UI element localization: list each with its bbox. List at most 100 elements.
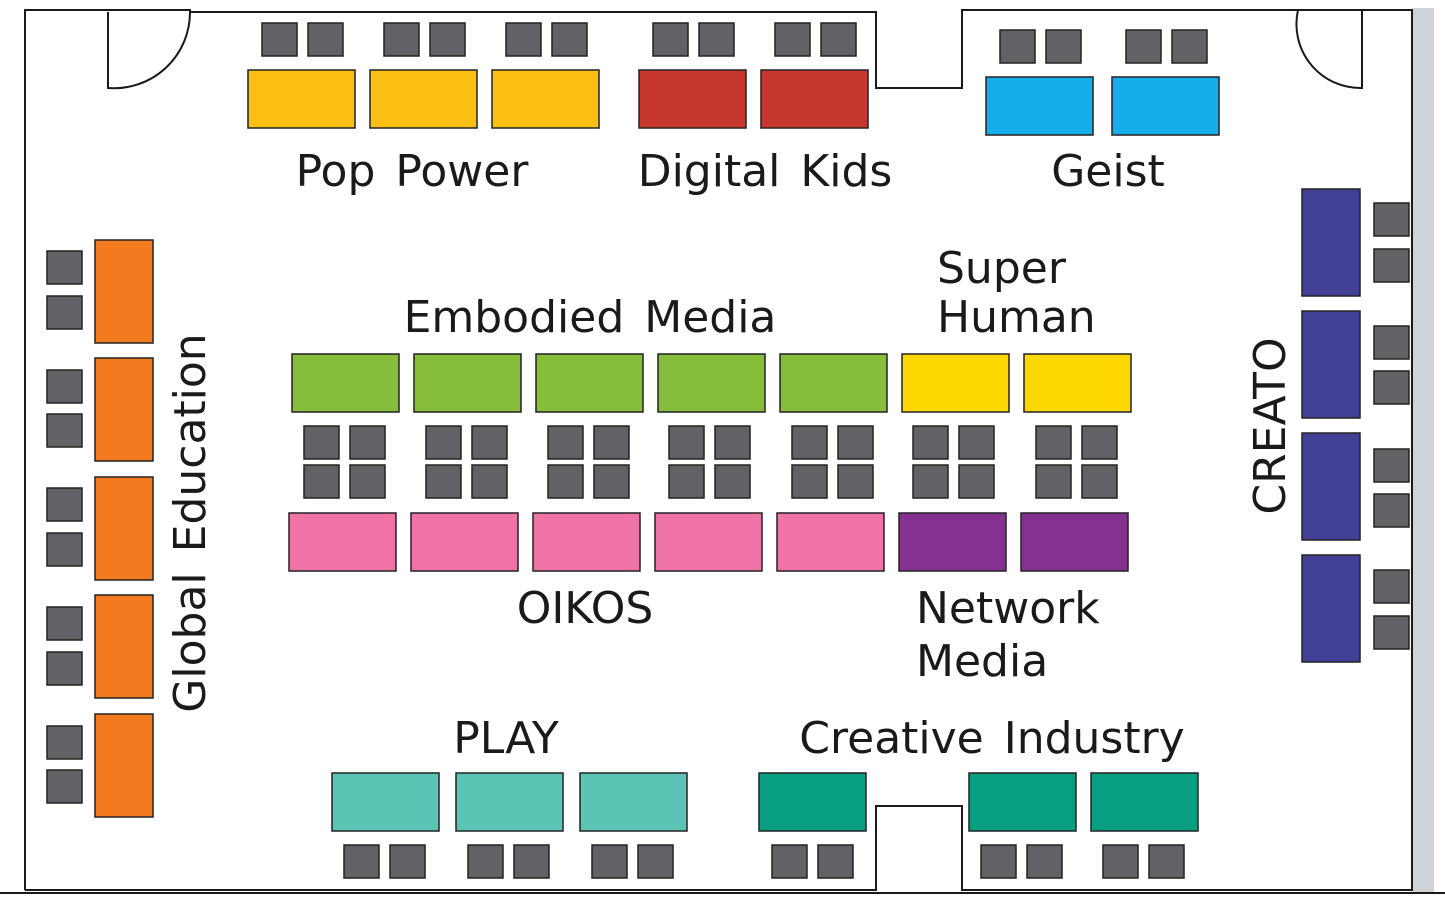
seat <box>547 464 584 499</box>
seat <box>1035 425 1072 460</box>
desk-oikos <box>410 512 519 572</box>
seat <box>714 425 751 460</box>
label-play: PLAY <box>453 713 559 764</box>
seat <box>980 844 1017 879</box>
desk-super-human <box>1023 353 1132 413</box>
label-network-media-1: Network <box>916 583 1100 634</box>
door-arc-right <box>1295 9 1363 90</box>
seat <box>46 606 83 641</box>
seat <box>714 464 751 499</box>
seat <box>1035 464 1072 499</box>
label-network-media-2: Media <box>916 636 1048 687</box>
seat <box>1373 202 1410 237</box>
seat <box>1373 569 1410 604</box>
seat <box>261 22 298 57</box>
seat <box>46 369 83 404</box>
seat <box>1373 370 1410 405</box>
seat <box>912 425 949 460</box>
seat <box>958 425 995 460</box>
seat <box>591 844 628 879</box>
desk-geist <box>1111 76 1220 136</box>
seat <box>46 295 83 330</box>
seat <box>505 22 542 57</box>
seat <box>349 425 386 460</box>
walls <box>0 9 1445 894</box>
desk-network-media <box>1020 512 1129 572</box>
seat <box>471 464 508 499</box>
seat <box>1373 493 1410 528</box>
desk-pop-power <box>491 69 600 129</box>
seat <box>820 22 857 57</box>
label-creato: CREATO <box>1245 337 1296 514</box>
seat <box>837 464 874 499</box>
desk-oikos <box>288 512 397 572</box>
seat <box>471 425 508 460</box>
seat <box>593 425 630 460</box>
seat <box>593 464 630 499</box>
desk-creato <box>1301 432 1361 541</box>
desk-global-education <box>94 239 154 344</box>
seat <box>791 464 828 499</box>
desk-play <box>331 772 440 832</box>
seat <box>1125 29 1162 64</box>
door-arc-left <box>107 11 192 90</box>
seat <box>1148 844 1185 879</box>
seat <box>1026 844 1063 879</box>
seat <box>912 464 949 499</box>
seat <box>46 769 83 804</box>
desk-oikos <box>776 512 885 572</box>
desk-network-media <box>898 512 1007 572</box>
desk-embodied-media <box>535 353 644 413</box>
seat <box>791 425 828 460</box>
label-geist: Geist <box>1051 146 1165 197</box>
outer-wall <box>24 9 1413 891</box>
seat <box>1081 464 1118 499</box>
seat <box>46 532 83 567</box>
desk-embodied-media <box>413 353 522 413</box>
seat <box>1373 448 1410 483</box>
desk-embodied-media <box>291 353 400 413</box>
desk-super-human <box>901 353 1010 413</box>
desk-creato <box>1301 310 1361 419</box>
seat <box>383 22 420 57</box>
seat <box>513 844 550 879</box>
seat <box>837 425 874 460</box>
desk-oikos <box>532 512 641 572</box>
seat <box>551 22 588 57</box>
seat <box>958 464 995 499</box>
label-super-human-2: Human <box>937 292 1096 343</box>
seat <box>1373 325 1410 360</box>
label-embodied-media: Embodied Media <box>404 292 777 343</box>
seat <box>771 844 808 879</box>
seat <box>1373 248 1410 283</box>
desk-play <box>455 772 564 832</box>
desk-creative-industry <box>968 772 1077 832</box>
desk-pop-power <box>247 69 356 129</box>
label-super-human-1: Super <box>937 243 1067 294</box>
seat <box>307 22 344 57</box>
seat <box>668 425 705 460</box>
seat <box>999 29 1036 64</box>
seat <box>467 844 504 879</box>
desk-embodied-media <box>779 353 888 413</box>
desk-creative-industry <box>1090 772 1199 832</box>
seat <box>46 487 83 522</box>
desk-creato <box>1301 554 1361 663</box>
seat <box>303 464 340 499</box>
label-pop-power: Pop Power <box>296 146 530 197</box>
seat <box>547 425 584 460</box>
seat <box>652 22 689 57</box>
seat <box>1081 425 1118 460</box>
seat <box>668 464 705 499</box>
right-wall-panel <box>1412 8 1434 892</box>
desk-pop-power <box>369 69 478 129</box>
seat <box>1171 29 1208 64</box>
seat <box>1102 844 1139 879</box>
desk-global-education <box>94 713 154 818</box>
seat <box>303 425 340 460</box>
desk-global-education <box>94 476 154 581</box>
desk-global-education <box>94 594 154 699</box>
seat <box>46 250 83 285</box>
desk-geist <box>985 76 1094 136</box>
